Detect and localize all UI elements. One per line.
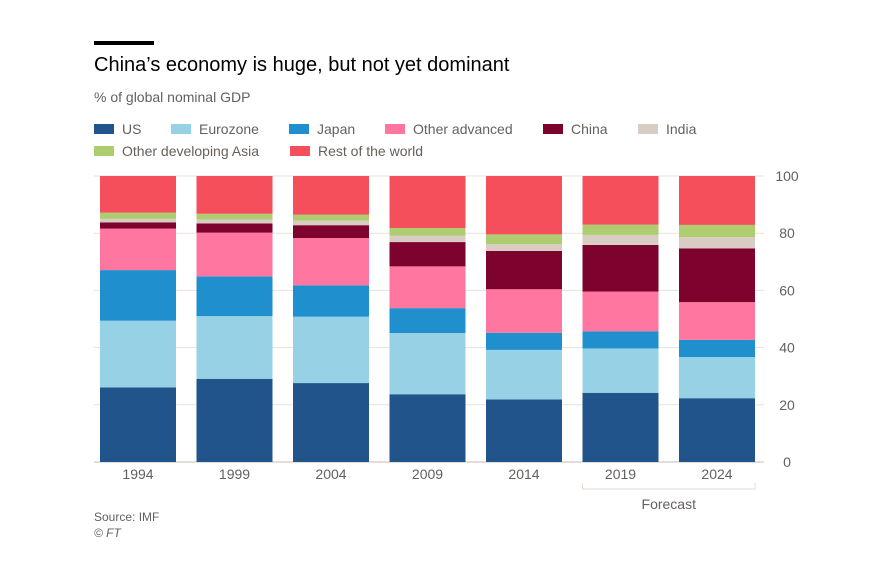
bar-segment-other-developing-asia-1999 bbox=[196, 213, 273, 220]
bar-segment-other-advanced-2009 bbox=[389, 266, 466, 309]
x-tick-label: 2019 bbox=[605, 466, 636, 482]
bar-segment-india-2019 bbox=[582, 234, 659, 245]
y-tick-label: 80 bbox=[779, 225, 795, 241]
bar-segment-india-2014 bbox=[486, 244, 562, 251]
bar-segment-other-advanced-1994 bbox=[100, 228, 176, 271]
bar-segment-rest-of-the-world-2009 bbox=[389, 176, 466, 229]
bar-segment-china-2014 bbox=[486, 250, 562, 290]
legend-swatch bbox=[289, 124, 309, 134]
bar-segment-us-1999 bbox=[196, 378, 273, 462]
bar-segment-japan-2024 bbox=[679, 339, 755, 358]
bar-segment-eurozone-2004 bbox=[293, 316, 369, 384]
bar-segment-japan-1994 bbox=[100, 270, 176, 321]
legend-swatch bbox=[638, 124, 658, 134]
bar-segment-india-2004 bbox=[293, 220, 369, 226]
legend-label: Other advanced bbox=[413, 121, 513, 137]
legend-swatch bbox=[94, 124, 114, 134]
bar-segment-china-2009 bbox=[389, 242, 466, 267]
legend-label: Japan bbox=[317, 121, 356, 137]
bar-segment-us-1994 bbox=[100, 387, 176, 462]
bar-segment-china-2024 bbox=[679, 248, 755, 303]
x-tick-label: 2024 bbox=[701, 466, 732, 482]
bar-segment-eurozone-2019 bbox=[582, 348, 659, 393]
bar-segment-india-2024 bbox=[679, 237, 755, 249]
title-accent-bar bbox=[94, 41, 154, 45]
legend-swatch bbox=[543, 124, 563, 134]
bar-segment-other-developing-asia-1994 bbox=[100, 212, 176, 219]
source-note: Source: IMF bbox=[94, 510, 160, 524]
bar-segment-eurozone-1999 bbox=[196, 316, 273, 379]
y-tick-label: 40 bbox=[779, 340, 795, 356]
x-tick-label: 2004 bbox=[315, 466, 346, 482]
legend-label: Other developing Asia bbox=[122, 143, 259, 159]
bar-segment-japan-2009 bbox=[389, 308, 466, 334]
y-tick-label: 20 bbox=[779, 397, 795, 413]
chart-subtitle: % of global nominal GDP bbox=[94, 89, 251, 105]
bar-segment-rest-of-the-world-2019 bbox=[582, 176, 659, 225]
bar-segment-rest-of-the-world-2024 bbox=[679, 176, 755, 225]
bar-segment-china-2019 bbox=[582, 244, 659, 292]
x-tick-label: 1994 bbox=[122, 466, 153, 482]
x-tick-label: 2009 bbox=[412, 466, 443, 482]
chart-title: China’s economy is huge, but not yet dom… bbox=[94, 54, 510, 76]
y-tick-label: 60 bbox=[779, 282, 795, 298]
bar-segment-other-advanced-2004 bbox=[293, 238, 369, 286]
legend-swatch bbox=[94, 146, 114, 156]
legend-swatch bbox=[385, 124, 405, 134]
legend-label: Rest of the world bbox=[318, 143, 424, 159]
legend-label: India bbox=[666, 121, 697, 137]
bar-segment-us-2024 bbox=[679, 398, 755, 462]
bar-segment-other-developing-asia-2004 bbox=[293, 214, 369, 221]
y-tick-label: 0 bbox=[783, 454, 791, 470]
bar-segment-other-advanced-2019 bbox=[582, 291, 659, 332]
bar-segment-other-developing-asia-2024 bbox=[679, 224, 755, 238]
bar-segment-china-2004 bbox=[293, 225, 369, 239]
forecast-label: Forecast bbox=[642, 496, 697, 512]
credit-note: © FT bbox=[94, 526, 121, 540]
legend-swatch bbox=[171, 124, 191, 134]
legend-label: China bbox=[571, 121, 608, 137]
bar-segment-japan-2019 bbox=[582, 331, 659, 349]
bar-segment-us-2014 bbox=[486, 399, 562, 462]
y-tick-label: 100 bbox=[775, 168, 799, 184]
legend-swatch bbox=[290, 146, 310, 156]
bar-segment-eurozone-2009 bbox=[389, 333, 466, 395]
bar-segment-china-1994 bbox=[100, 222, 176, 229]
bar-segment-india-1994 bbox=[100, 218, 176, 223]
legend-label: Eurozone bbox=[199, 121, 259, 137]
bar-segment-us-2004 bbox=[293, 383, 369, 462]
bar-segment-japan-2014 bbox=[486, 332, 562, 350]
bar-segment-us-2019 bbox=[582, 392, 659, 462]
legend-label: US bbox=[122, 121, 142, 137]
bar-segment-eurozone-2014 bbox=[486, 349, 562, 400]
bar-segment-japan-1999 bbox=[196, 276, 273, 317]
x-tick-label: 1999 bbox=[219, 466, 250, 482]
bar-segment-rest-of-the-world-2004 bbox=[293, 176, 369, 215]
bar-segment-japan-2004 bbox=[293, 285, 369, 317]
bar-segment-other-advanced-2014 bbox=[486, 289, 562, 333]
bar-segment-eurozone-2024 bbox=[679, 357, 755, 399]
bar-segment-other-developing-asia-2019 bbox=[582, 224, 659, 235]
forecast-bracket bbox=[582, 483, 756, 490]
bar-segment-india-2009 bbox=[389, 235, 466, 243]
bar-segment-india-1999 bbox=[196, 219, 273, 224]
bar-segment-eurozone-1994 bbox=[100, 320, 176, 388]
bar-segment-rest-of-the-world-1994 bbox=[100, 176, 176, 213]
x-tick-label: 2014 bbox=[508, 466, 539, 482]
bar-segment-us-2009 bbox=[389, 394, 466, 462]
bar-segment-china-1999 bbox=[196, 223, 273, 233]
bar-segment-rest-of-the-world-2014 bbox=[486, 176, 562, 235]
bar-segment-other-developing-asia-2009 bbox=[389, 228, 466, 236]
bar-segment-rest-of-the-world-1999 bbox=[196, 176, 273, 214]
bar-segment-other-developing-asia-2014 bbox=[486, 234, 562, 245]
bar-segment-other-advanced-2024 bbox=[679, 302, 755, 340]
bar-segment-other-advanced-1999 bbox=[196, 232, 273, 277]
